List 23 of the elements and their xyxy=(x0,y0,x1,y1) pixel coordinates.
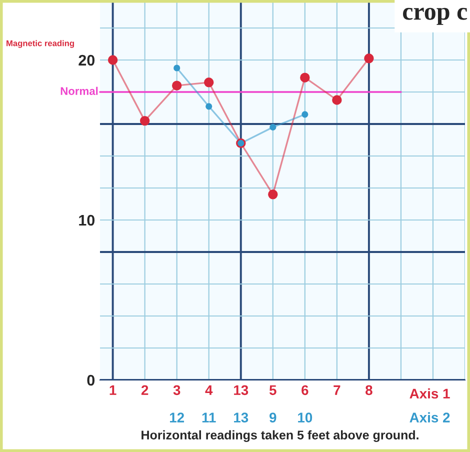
text: 11 xyxy=(202,412,216,422)
x-tick-label: 5 xyxy=(269,385,276,396)
x-tick-label: 2 xyxy=(141,385,148,395)
y-tick-label: 0 xyxy=(87,374,95,386)
x-tick-label: 3 xyxy=(173,385,180,396)
ref-line-label: Normal xyxy=(60,86,98,95)
x-tick-label: 8 xyxy=(366,385,372,396)
text: 12 xyxy=(170,412,184,422)
x-tick-label: 13 xyxy=(234,385,248,396)
chart-title: crop c xyxy=(403,8,468,25)
y-tick-label: 20 xyxy=(78,54,95,66)
x-tick-label: 1 xyxy=(110,385,116,395)
text: 9 xyxy=(270,412,276,422)
x-axis-title: Horizontal readings taken 5 feet above ground. xyxy=(142,430,418,442)
y-axis-title: Magnetic reading xyxy=(6,40,74,48)
text: Axis 1 xyxy=(410,388,450,399)
x-tick-label: 7 xyxy=(334,385,340,395)
x-tick-label: 6 xyxy=(302,385,308,396)
y-tick-label: 10 xyxy=(79,214,95,226)
text: 13 xyxy=(234,412,248,423)
x-tick-label: 4 xyxy=(205,385,213,395)
text: Axis 2 xyxy=(410,412,450,422)
text: 10 xyxy=(298,412,312,422)
